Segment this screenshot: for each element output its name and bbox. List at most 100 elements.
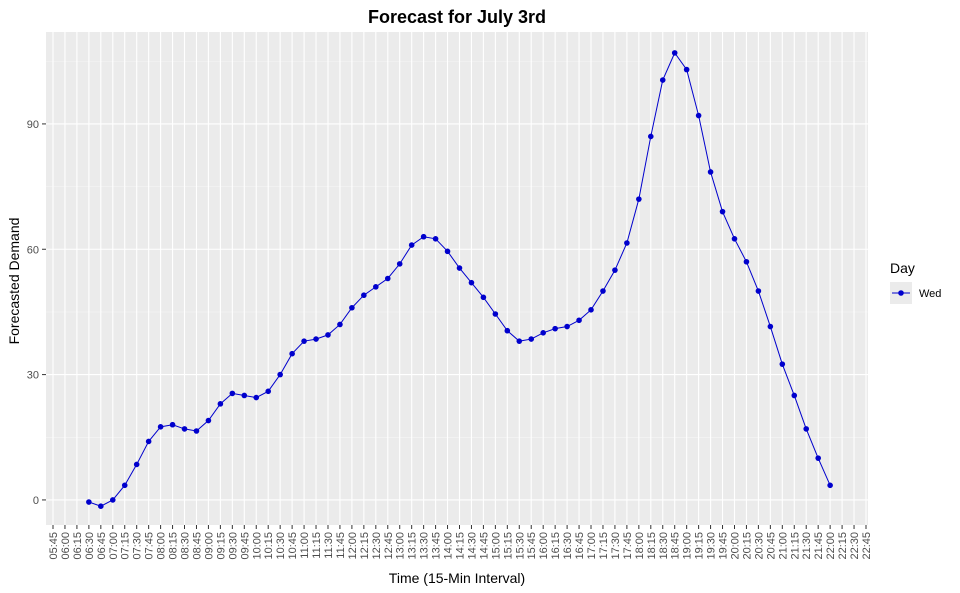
data-point — [373, 284, 379, 290]
y-axis-title: Forecasted Demand — [6, 218, 22, 345]
x-tick-label: 15:30 — [514, 532, 526, 560]
legend: Day Wed — [890, 260, 941, 304]
x-tick-label: 22:45 — [861, 532, 873, 560]
x-tick-label: 18:00 — [634, 532, 646, 560]
chart-title: Forecast for July 3rd — [368, 7, 546, 27]
x-tick-label: 20:15 — [741, 532, 753, 560]
x-tick-label: 15:15 — [502, 532, 514, 560]
x-tick-label: 08:00 — [156, 532, 168, 560]
data-point — [671, 50, 678, 56]
x-tick-label: 07:30 — [132, 532, 144, 560]
x-tick-label: 13:00 — [395, 532, 407, 560]
data-point — [659, 77, 666, 83]
x-tick-label: 11:45 — [335, 532, 347, 559]
x-tick-label: 16:30 — [562, 532, 574, 560]
y-tick-label: 60 — [27, 244, 39, 256]
x-tick-label: 12:45 — [383, 532, 395, 560]
x-tick-label: 13:15 — [407, 532, 419, 560]
x-tick-label: 18:45 — [670, 532, 682, 560]
data-point — [600, 288, 606, 294]
data-point — [576, 317, 582, 324]
data-point — [468, 279, 475, 286]
data-point — [719, 208, 726, 215]
data-point — [277, 371, 283, 378]
x-tick-label: 06:15 — [72, 532, 84, 560]
x-tick-label: 15:00 — [490, 532, 502, 560]
x-tick-label: 20:00 — [729, 532, 741, 560]
x-axis-title: Time (15-Min Interval) — [389, 570, 525, 586]
x-tick-label: 10:15 — [263, 532, 275, 560]
data-point — [695, 112, 702, 119]
data-point — [361, 292, 367, 299]
y-tick-label: 90 — [27, 119, 39, 131]
data-point — [504, 327, 511, 334]
data-point — [98, 503, 104, 510]
x-tick-label: 10:45 — [287, 532, 299, 560]
x-tick-label: 06:30 — [84, 532, 96, 560]
data-point — [193, 428, 200, 434]
data-point — [480, 294, 487, 301]
x-tick-label: 08:45 — [191, 532, 203, 560]
data-point — [337, 321, 343, 328]
grid-lines — [46, 32, 868, 525]
data-point — [647, 133, 654, 140]
data-point — [791, 392, 798, 399]
data-point — [253, 394, 260, 401]
x-tick-label: 07:15 — [120, 532, 132, 560]
data-point — [612, 267, 618, 273]
x-tick-label: 20:45 — [765, 532, 777, 560]
data-point — [588, 307, 594, 313]
x-tick-label: 10:30 — [275, 532, 287, 560]
x-tick-label: 17:45 — [622, 532, 634, 560]
x-tick-label: 22:15 — [837, 532, 849, 560]
data-point — [289, 350, 295, 357]
data-point — [528, 336, 535, 342]
x-tick-label: 17:00 — [586, 532, 598, 560]
x-tick-label: 10:00 — [251, 532, 263, 560]
data-point — [396, 261, 403, 267]
data-point — [241, 392, 248, 399]
data-point — [384, 275, 391, 282]
data-point — [779, 361, 786, 367]
y-tick-label: 0 — [33, 495, 39, 507]
data-point — [516, 338, 523, 344]
data-point — [755, 288, 762, 294]
data-point — [624, 240, 630, 246]
legend-label-wed: Wed — [919, 288, 941, 300]
data-point — [349, 304, 355, 311]
data-point — [121, 482, 128, 489]
x-tick-label: 12:00 — [347, 532, 359, 560]
x-tick-label: 19:15 — [694, 532, 706, 560]
data-point — [815, 455, 821, 461]
data-point — [456, 265, 463, 271]
data-point — [683, 66, 690, 73]
x-tick-label: 14:15 — [455, 532, 467, 560]
data-point — [133, 461, 140, 468]
series-layer — [86, 50, 833, 510]
x-tick-label: 22:00 — [825, 532, 837, 560]
data-point — [564, 323, 570, 330]
data-point — [408, 242, 415, 248]
x-tick-label: 11:30 — [323, 532, 335, 559]
data-point — [157, 424, 164, 430]
y-axis: 0 30 60 90 — [27, 119, 46, 507]
x-tick-label: 16:15 — [550, 532, 562, 560]
data-point — [217, 401, 224, 407]
data-point — [492, 311, 499, 317]
x-tick-label: 16:00 — [538, 532, 550, 560]
x-tick-label: 21:45 — [813, 532, 825, 560]
x-axis: 05:45 06:00 06:15 06:30 06:45 07:00 07:15 07:30… — [48, 525, 873, 560]
x-tick-label: 21:30 — [801, 532, 813, 560]
x-tick-label: 18:30 — [658, 532, 670, 560]
x-tick-label: 11:15 — [311, 532, 323, 559]
x-tick-label: 09:45 — [239, 532, 251, 560]
x-tick-label: 18:15 — [646, 532, 658, 560]
x-tick-label: 09:15 — [215, 532, 227, 560]
x-tick-label: 11:00 — [299, 532, 311, 559]
x-tick-label: 19:45 — [718, 532, 730, 560]
data-point — [731, 236, 738, 242]
x-tick-label: 15:45 — [526, 532, 538, 560]
x-tick-label: 06:45 — [96, 532, 108, 560]
x-tick-label: 05:45 — [48, 532, 60, 560]
data-point — [181, 426, 188, 432]
